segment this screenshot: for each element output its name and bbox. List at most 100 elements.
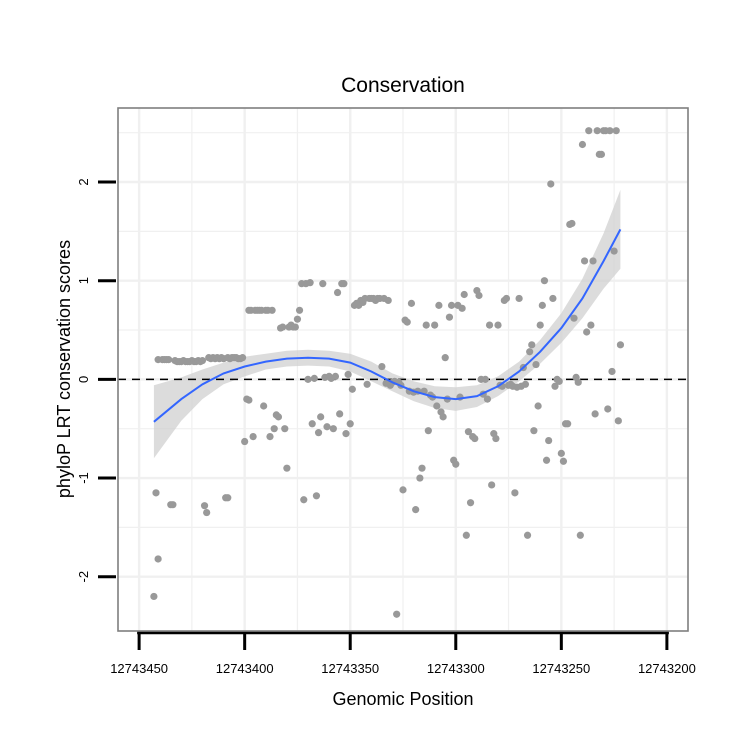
data-point: [418, 464, 426, 472]
x-axis: 12743450 12743400 12743350 12743300 12743250…: [110, 631, 696, 676]
data-point: [536, 321, 544, 329]
data-point: [154, 555, 162, 563]
data-point: [268, 306, 276, 314]
data-point: [435, 301, 443, 309]
data-point: [608, 367, 616, 376]
x-tick-label: 12743350: [321, 661, 379, 676]
data-point: [570, 314, 578, 322]
data-point: [458, 304, 466, 312]
y-tick-label: -2: [76, 571, 91, 583]
data-point: [348, 385, 356, 393]
data-point: [551, 382, 559, 390]
data-point: [300, 496, 308, 504]
data-point: [281, 425, 289, 433]
data-point: [169, 501, 177, 509]
data-point: [589, 257, 597, 265]
data-point: [314, 429, 323, 437]
data-point: [547, 180, 555, 188]
plot-panel: [117, 107, 689, 632]
data-point: [238, 354, 247, 362]
data-point: [293, 315, 302, 323]
y-axis-title: phyloP LRT conservation scores: [54, 240, 74, 498]
y-tick-label: -1: [76, 472, 91, 484]
data-point: [274, 413, 283, 421]
x-tick-label: 12743400: [216, 661, 274, 676]
data-point: [329, 425, 337, 433]
data-point: [502, 294, 511, 303]
data-point: [308, 420, 316, 428]
x-tick-label: 12743200: [638, 661, 696, 676]
data-point: [333, 288, 342, 297]
data-point: [559, 457, 568, 465]
panel-frame: [117, 107, 689, 632]
data-point: [585, 127, 593, 135]
data-point: [485, 321, 494, 329]
data-point: [593, 127, 601, 135]
x-tick-label: 12743450: [110, 661, 168, 676]
data-point: [481, 375, 489, 383]
data-point: [407, 299, 416, 307]
confidence-band: [153, 189, 621, 459]
data-point: [612, 127, 620, 135]
data-point: [317, 413, 325, 421]
data-point: [310, 374, 318, 382]
data-point: [557, 449, 565, 457]
data-point: [576, 531, 584, 539]
data-point: [475, 291, 483, 300]
data-point: [614, 417, 622, 425]
data-point: [203, 508, 211, 517]
data-point: [580, 257, 589, 265]
data-point: [526, 348, 534, 356]
data-point: [568, 219, 576, 228]
data-point: [241, 437, 249, 446]
y-tick-label: 1: [76, 277, 91, 284]
data-point: [532, 360, 540, 369]
data-point: [447, 301, 456, 309]
data-point: [542, 456, 551, 464]
data-point: [431, 321, 439, 329]
data-point: [530, 427, 538, 435]
data-point: [511, 489, 519, 497]
data-point: [331, 372, 340, 381]
data-point: [304, 375, 312, 383]
data-point: [346, 420, 354, 428]
y-tick-label: 2: [76, 178, 91, 185]
data-point: [555, 377, 563, 385]
data-point: [363, 380, 371, 388]
data-point: [545, 436, 553, 445]
data-point: [587, 321, 595, 329]
data-point: [483, 395, 492, 403]
data-point: [344, 370, 352, 379]
data-points: [150, 127, 625, 618]
data-point: [433, 402, 441, 410]
data-point: [488, 481, 496, 489]
data-point: [578, 140, 587, 149]
data-point: [224, 494, 232, 502]
data-point: [378, 362, 386, 371]
data-point: [460, 290, 468, 299]
data-point: [323, 423, 331, 431]
data-point: [492, 434, 500, 443]
data-point: [464, 428, 473, 436]
data-point: [616, 341, 625, 349]
data-point: [399, 486, 407, 494]
data-point: [416, 474, 424, 482]
data-point: [466, 499, 475, 507]
data-point: [249, 433, 257, 441]
data-point: [270, 425, 278, 433]
data-point: [445, 313, 454, 321]
confidence-band-area: [153, 189, 621, 459]
data-point: [319, 280, 327, 288]
data-point: [534, 402, 542, 410]
data-point: [583, 328, 591, 336]
data-point: [564, 420, 572, 428]
data-point: [549, 294, 557, 303]
data-point: [606, 127, 614, 135]
y-tick-label: 0: [76, 376, 91, 383]
data-point: [412, 506, 420, 514]
data-point: [306, 279, 314, 287]
data-point: [279, 323, 287, 331]
data-point: [291, 323, 299, 331]
data-point: [260, 402, 268, 410]
